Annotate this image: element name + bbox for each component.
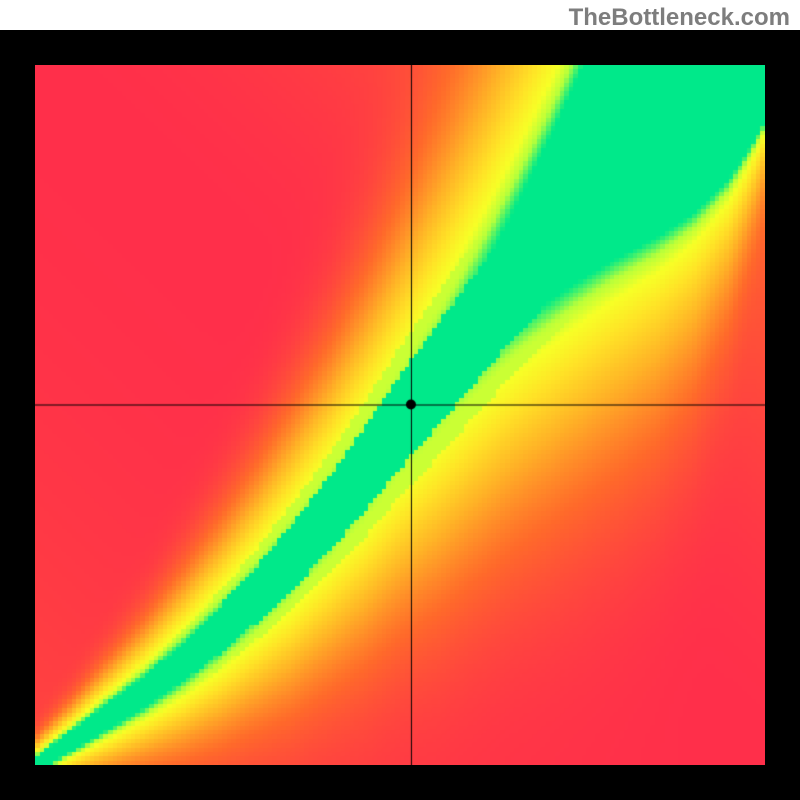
attribution-text: TheBottleneck.com [569, 4, 790, 32]
bottleneck-heatmap [35, 65, 765, 765]
chart-frame [0, 30, 800, 800]
root: TheBottleneck.com [0, 0, 800, 800]
